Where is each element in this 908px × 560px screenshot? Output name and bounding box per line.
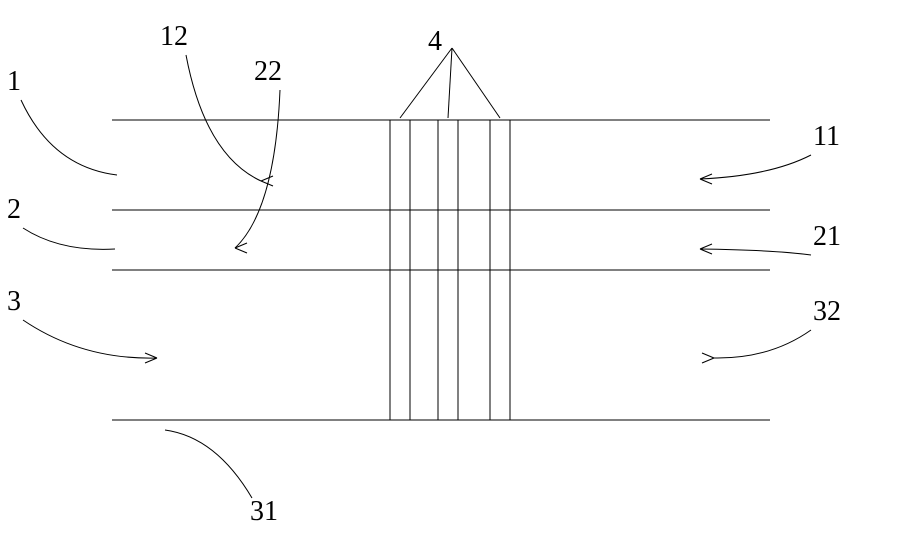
label-2: 2 <box>7 194 21 225</box>
label-21: 21 <box>813 221 841 252</box>
label-31: 31 <box>250 496 278 527</box>
label-12: 12 <box>160 21 188 52</box>
label-11: 11 <box>813 121 840 152</box>
leader-21 <box>700 249 811 255</box>
callout-4-ray-2 <box>452 48 500 118</box>
callout-4-ray-0 <box>400 48 452 118</box>
leader-31 <box>165 430 252 498</box>
label-32: 32 <box>813 296 841 327</box>
label-22: 22 <box>254 56 282 87</box>
label-3: 3 <box>7 286 21 317</box>
diagram-svg: 4112222331112132 <box>0 0 908 560</box>
leader-32 <box>714 330 811 358</box>
label-1: 1 <box>7 66 21 97</box>
leader-12 <box>186 55 261 181</box>
leader-2 <box>23 228 115 249</box>
callout-4-ray-1 <box>448 48 452 118</box>
leader-1 <box>21 100 117 175</box>
leader-11 <box>700 155 811 179</box>
leader-3 <box>23 320 157 358</box>
label-4: 4 <box>428 26 442 57</box>
